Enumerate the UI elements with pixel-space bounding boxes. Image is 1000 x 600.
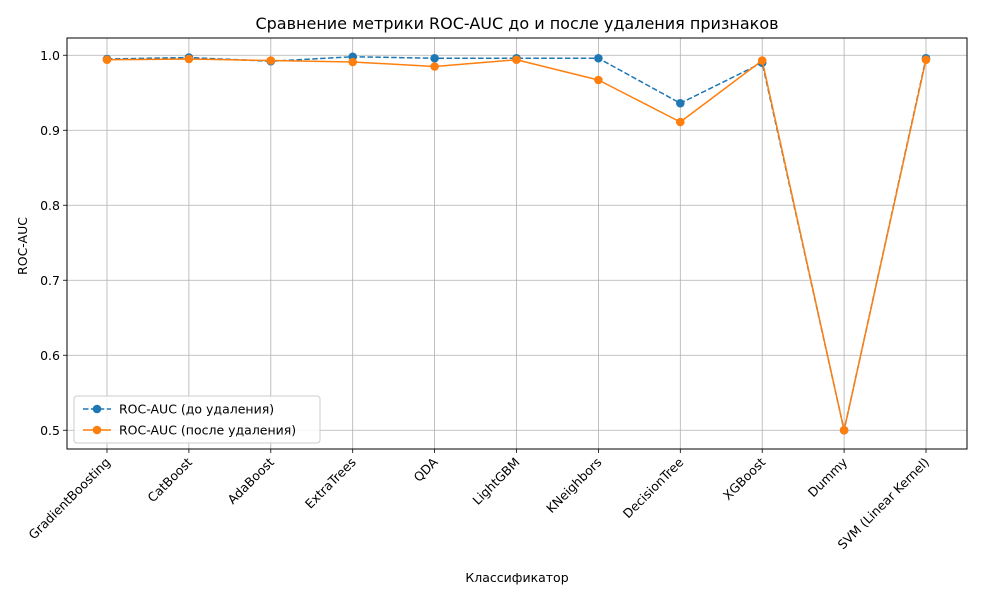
legend-label: ROC-AUC (после удаления): [119, 423, 296, 438]
legend-marker: [92, 425, 102, 435]
y-tick-label: 1.0: [40, 48, 60, 63]
y-tick-label: 0.7: [40, 273, 60, 288]
data-point: [594, 75, 603, 85]
plot-frame: [66, 37, 968, 450]
x-axis: GradientBoosting CatBoost AdaBoost ExtraTre…: [25, 449, 932, 552]
data-point: [839, 425, 849, 435]
data-point: [594, 53, 603, 63]
data-point: [266, 56, 276, 65]
series-layer: [102, 52, 931, 435]
y-tick-label: 0.6: [40, 348, 60, 363]
data-point: [102, 55, 112, 65]
x-tick-label: QDA: [410, 454, 441, 485]
series-2: [102, 54, 931, 435]
y-tick-label: 0.9: [40, 123, 60, 138]
data-point: [430, 53, 439, 63]
x-tick-label: Dummy: [805, 454, 851, 500]
data-point: [676, 117, 685, 127]
legend-marker: [92, 404, 102, 414]
chart-title: Сравнение метрики ROC-AUC до и после уда…: [255, 14, 778, 33]
legend-label: ROC-AUC (до удаления): [119, 402, 274, 417]
legend: ROC-AUC (до удаления) ROC-AUC (после удал…: [73, 395, 321, 444]
x-tick-label: AdaBoost: [224, 454, 277, 507]
x-tick-label: XGBoost: [720, 454, 769, 503]
data-point: [184, 54, 194, 64]
x-tick-label: LightGBM: [469, 455, 522, 508]
y-axis: 0.5 0.6 0.7 0.8 0.9 1.0: [40, 48, 67, 438]
x-tick-label: CatBoost: [144, 454, 195, 505]
x-tick-label: SVM (Linear Kernel): [834, 455, 932, 553]
data-point: [348, 57, 358, 67]
x-tick-label: KNeighbors: [543, 455, 604, 516]
x-tick-label: DecisionTree: [620, 454, 687, 521]
legend-box: [73, 395, 321, 444]
grid: [67, 38, 967, 449]
data-point: [430, 62, 439, 71]
y-tick-label: 0.5: [40, 423, 60, 438]
x-axis-label: Классификатор: [465, 570, 568, 585]
data-point: [676, 98, 685, 108]
y-tick-label: 0.8: [40, 198, 60, 213]
data-point: [757, 56, 767, 65]
y-axis-label: ROC-AUC: [15, 217, 30, 275]
data-point: [921, 55, 931, 65]
data-point: [512, 55, 521, 65]
x-tick-label: GradientBoosting: [25, 455, 113, 543]
x-tick-label: ExtraTrees: [302, 455, 359, 512]
